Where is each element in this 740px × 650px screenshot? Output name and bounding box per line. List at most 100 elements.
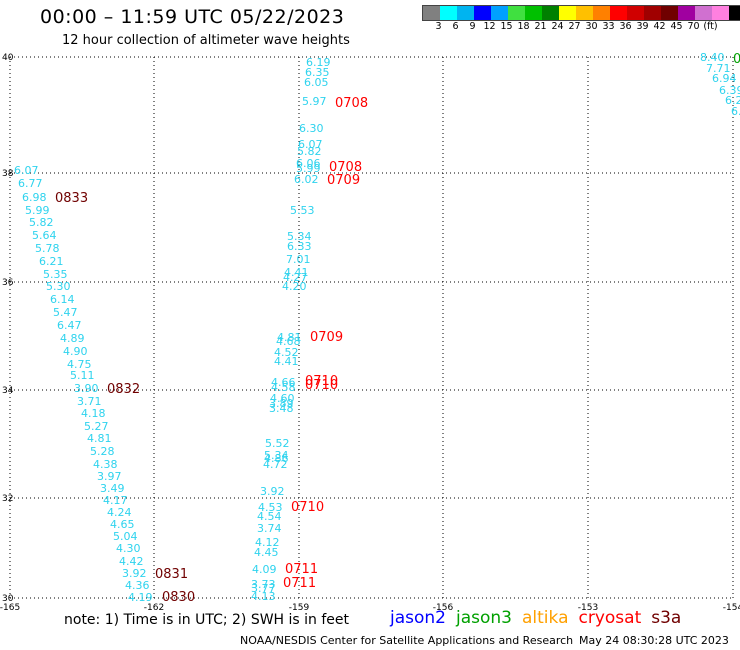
wave-height-value: 3.92 xyxy=(260,485,285,498)
legend-swatch xyxy=(627,6,644,20)
wave-height-value: 6.07 xyxy=(14,164,39,177)
latitude-label: 40 xyxy=(2,53,14,63)
legend-swatch xyxy=(474,6,491,20)
wave-height-value: 3.71 xyxy=(77,395,102,408)
satellite-legend-item: cryosat xyxy=(578,608,642,628)
wave-height-value: 3.92 xyxy=(122,567,147,580)
legend-swatch xyxy=(423,6,440,20)
wave-height-value: 6.14 xyxy=(50,293,75,306)
pass-time-label: 0708 xyxy=(335,96,368,111)
longitude-label: -165 xyxy=(0,603,20,610)
wave-height-value: 3.73 xyxy=(251,578,276,591)
wave-height-value: 5.82 xyxy=(29,216,54,229)
wave-height-value: 6.02 xyxy=(294,173,319,186)
wave-height-value: 6.94 xyxy=(712,72,737,85)
pass-time-label: 0833 xyxy=(55,191,88,206)
legend-label: 36 xyxy=(619,21,632,32)
wave-height-value: 4.68 xyxy=(276,335,301,348)
wave-height-value: 3.49 xyxy=(100,482,125,495)
wave-height-value: 5.47 xyxy=(53,306,78,319)
wave-height-value: 6.05 xyxy=(304,76,329,89)
wave-height-value: 3.90 xyxy=(74,382,99,395)
pass-time-label: 0710 xyxy=(305,374,338,389)
legend-swatch xyxy=(593,6,610,20)
wave-height-value: 6.77 xyxy=(18,177,43,190)
legend-label: 27 xyxy=(568,21,581,32)
legend-label: 21 xyxy=(534,21,547,32)
wave-height-value: 4.81 xyxy=(87,432,112,445)
page-title: 00:00 – 11:59 UTC 05/22/2023 xyxy=(40,6,345,28)
wave-height-value: 4.24 xyxy=(107,506,132,519)
wave-height-value: 6.47 xyxy=(57,319,82,332)
wave-height-value: 4.90 xyxy=(63,345,88,358)
pass-time-label: 0708 xyxy=(329,160,362,175)
units-note: note: 1) Time is in UTC; 2) SWH is in fe… xyxy=(64,612,350,628)
wave-height-value: 5.82 xyxy=(297,145,322,158)
wave-height-value: 4.41 xyxy=(284,266,309,279)
legend-label: (ft) xyxy=(703,21,718,32)
wave-height-value: 4.17 xyxy=(103,494,128,507)
wave-height-value: 4.54 xyxy=(257,510,282,523)
wave-height-value: 6.06 xyxy=(296,157,321,170)
legend-swatch xyxy=(695,6,712,20)
legend-label: 39 xyxy=(636,21,649,32)
wave-height-value: 4.12 xyxy=(255,536,280,549)
pass-time-label: 0710 xyxy=(291,500,324,515)
wave-height-value: 4.66 xyxy=(271,376,296,389)
wave-height-value: 6.07 xyxy=(298,138,323,151)
wave-height-value: 5.34 xyxy=(287,230,312,243)
wave-height-value: 4.86 xyxy=(264,452,289,465)
legend-swatch xyxy=(440,6,457,20)
wave-height-value: 5.11 xyxy=(70,369,95,382)
satellite-legend-item: jason2 xyxy=(390,608,446,628)
wave-height-value: 5.35 xyxy=(43,268,68,281)
wave-height-value: 3.97 xyxy=(97,470,122,483)
wave-height-value: 8.40 xyxy=(700,51,725,64)
latitude-label: 32 xyxy=(2,494,13,504)
legend-swatch xyxy=(559,6,576,20)
wave-height-value: 5.04 xyxy=(113,530,138,543)
legend-label: 6 xyxy=(452,21,459,32)
wave-height-value: 4.52 xyxy=(274,346,299,359)
legend-label: 45 xyxy=(670,21,683,32)
wave-height-value: 3.48 xyxy=(269,402,294,415)
wave-height-value: 4.58 xyxy=(271,381,296,394)
wave-height-value: 5.97 xyxy=(302,95,327,108)
legend-swatch xyxy=(508,6,525,20)
legend-swatch xyxy=(644,6,661,20)
wave-height-value: 6. xyxy=(731,105,740,118)
wave-height-value: 4.53 xyxy=(258,501,283,514)
latitude-label: 38 xyxy=(2,169,14,179)
wave-height-value: 7.01 xyxy=(286,253,311,266)
wave-height-value: 6.2 xyxy=(725,94,740,107)
wave-height-value: 5.64 xyxy=(32,229,57,242)
wave-height-value: 5.53 xyxy=(290,204,315,217)
wave-height-value: 4.65 xyxy=(110,518,135,531)
legend-swatch xyxy=(457,6,474,20)
longitude-label: -159 xyxy=(289,603,310,610)
wave-height-value: 4.41 xyxy=(274,355,299,368)
legend-label: 18 xyxy=(517,21,530,32)
latitude-label: 34 xyxy=(2,386,14,396)
legend-swatch xyxy=(491,6,508,20)
legend-label: 42 xyxy=(653,21,666,32)
longitude-label: -154 xyxy=(723,603,740,610)
latitude-label: 36 xyxy=(2,278,14,288)
page-subtitle: 12 hour collection of altimeter wave hei… xyxy=(62,33,350,48)
pass-time-label: 0831 xyxy=(155,567,188,582)
wave-height-value: 6.30 xyxy=(299,122,324,135)
pass-time-label: 0709 xyxy=(310,330,343,345)
wave-height-value: 5.34 xyxy=(264,449,289,462)
legend-swatch xyxy=(678,6,695,20)
wave-height-value: 4.09 xyxy=(252,563,277,576)
wave-height-value: 4.30 xyxy=(116,542,141,555)
pass-time-label: 0709 xyxy=(327,173,360,188)
wave-height-value: 3.89 xyxy=(269,397,294,410)
wave-height-value: 6.19 xyxy=(306,56,331,69)
legend-swatch xyxy=(729,6,740,20)
pass-time-label: 0832 xyxy=(107,382,140,397)
wave-height-value: 4.27 xyxy=(283,271,308,284)
wave-height-value: 5.28 xyxy=(90,445,115,458)
wave-height-value: 4.45 xyxy=(254,546,279,559)
longitude-label: -162 xyxy=(144,603,164,610)
